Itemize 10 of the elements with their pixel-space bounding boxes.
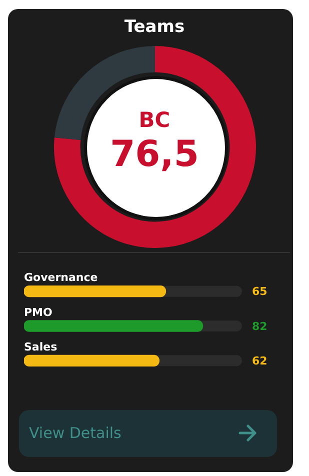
- chart-title: Teams: [123, 17, 186, 37]
- category-label: PMO: [24, 306, 52, 319]
- data-label: 82: [252, 320, 268, 333]
- data-label: 76,5: [109, 134, 200, 175]
- category-label: Governance: [24, 271, 98, 284]
- data-label: 65: [252, 285, 268, 298]
- slice-label: BC: [138, 108, 172, 132]
- category-label: Sales: [24, 340, 58, 354]
- data-label: 62: [252, 354, 268, 368]
- button: View Details: [19, 410, 277, 457]
